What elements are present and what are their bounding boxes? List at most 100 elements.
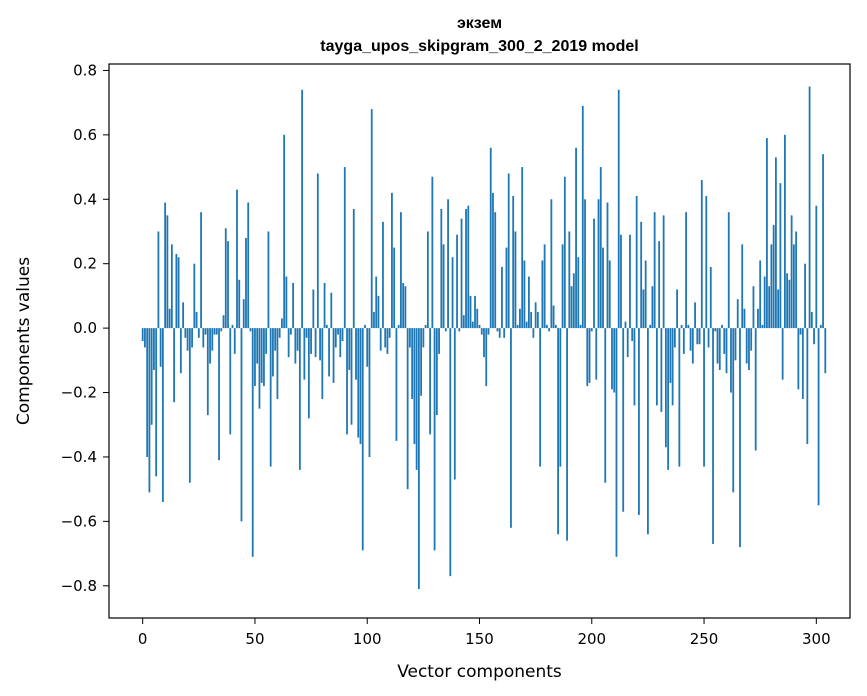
bar bbox=[694, 302, 696, 329]
bar bbox=[161, 328, 164, 503]
y-tick-label: −0.4 bbox=[61, 448, 97, 466]
bar bbox=[393, 247, 396, 329]
bar bbox=[447, 199, 449, 329]
bar bbox=[415, 328, 418, 470]
bar bbox=[772, 225, 775, 329]
bar bbox=[530, 312, 533, 329]
bar bbox=[456, 234, 458, 329]
bar bbox=[593, 218, 595, 329]
bar bbox=[321, 328, 324, 399]
bar bbox=[182, 302, 184, 329]
bar bbox=[712, 328, 714, 544]
bar bbox=[346, 328, 348, 435]
x-tick-label: 250 bbox=[690, 630, 719, 648]
bar bbox=[316, 173, 319, 329]
bar bbox=[391, 192, 393, 329]
bar bbox=[602, 247, 604, 329]
bar bbox=[377, 295, 380, 329]
bar bbox=[539, 328, 542, 467]
bar bbox=[350, 328, 353, 425]
chart-title: экзем bbox=[457, 15, 502, 32]
bar bbox=[328, 328, 330, 377]
bar bbox=[667, 328, 670, 470]
bar bbox=[323, 283, 326, 329]
bar bbox=[249, 328, 252, 332]
bar bbox=[658, 241, 661, 329]
bar bbox=[543, 244, 546, 329]
bar bbox=[485, 328, 488, 387]
bar bbox=[186, 328, 189, 351]
bar bbox=[783, 134, 786, 329]
bar bbox=[375, 276, 378, 329]
bar bbox=[523, 260, 526, 329]
bar bbox=[474, 295, 476, 329]
bar bbox=[496, 328, 499, 332]
bar bbox=[579, 324, 582, 329]
bar bbox=[566, 328, 568, 541]
bar bbox=[339, 328, 342, 358]
bar bbox=[462, 315, 465, 329]
bar bbox=[150, 328, 153, 425]
bar bbox=[703, 328, 705, 467]
bar bbox=[364, 324, 366, 329]
bar bbox=[433, 328, 436, 551]
bar bbox=[294, 328, 297, 364]
bar bbox=[691, 328, 694, 364]
bar bbox=[570, 286, 573, 329]
bar bbox=[144, 328, 146, 348]
x-tick-label: 150 bbox=[465, 630, 494, 648]
bar bbox=[159, 328, 162, 367]
bar bbox=[792, 244, 795, 329]
bar bbox=[824, 328, 827, 374]
bar bbox=[400, 212, 402, 329]
bar bbox=[287, 328, 290, 358]
bar bbox=[676, 289, 678, 329]
bar bbox=[550, 199, 553, 329]
bar bbox=[739, 328, 741, 548]
bar bbox=[274, 328, 277, 351]
x-tick-label: 50 bbox=[245, 630, 264, 648]
bar bbox=[806, 328, 809, 445]
bar bbox=[164, 202, 167, 329]
y-axis-label: Components values bbox=[14, 257, 34, 425]
bar bbox=[330, 292, 333, 329]
bar bbox=[597, 199, 600, 329]
bar bbox=[777, 289, 780, 329]
bar bbox=[768, 286, 771, 329]
bar bbox=[545, 324, 548, 329]
bar bbox=[411, 328, 414, 399]
bar bbox=[642, 289, 645, 329]
bar bbox=[651, 286, 654, 329]
bar-series bbox=[141, 86, 827, 590]
plot-frame bbox=[108, 63, 851, 619]
bar bbox=[206, 328, 209, 416]
bar bbox=[177, 257, 180, 329]
bar bbox=[781, 328, 784, 380]
bar bbox=[687, 324, 690, 329]
bar bbox=[786, 273, 789, 329]
bar bbox=[745, 328, 748, 364]
bar bbox=[561, 244, 564, 329]
bar bbox=[507, 173, 510, 329]
bar bbox=[662, 215, 665, 329]
bar bbox=[442, 244, 445, 329]
bar bbox=[357, 328, 360, 438]
bar bbox=[743, 308, 746, 329]
bar bbox=[757, 308, 759, 329]
bar bbox=[730, 328, 732, 393]
x-tick-label: 100 bbox=[353, 630, 382, 648]
bar bbox=[822, 154, 824, 329]
bar bbox=[608, 260, 611, 329]
bar bbox=[141, 328, 144, 341]
y-tick-label: −0.6 bbox=[61, 512, 97, 530]
bar bbox=[242, 299, 245, 329]
bar bbox=[184, 328, 187, 338]
bar bbox=[251, 328, 254, 557]
bar bbox=[615, 328, 618, 557]
x-axis-ticks: 0 50 100 150 200 250 300 bbox=[138, 618, 831, 648]
bar bbox=[352, 208, 355, 329]
bar bbox=[492, 192, 494, 329]
bar bbox=[193, 263, 196, 329]
bar bbox=[458, 328, 461, 332]
bar bbox=[622, 328, 625, 512]
